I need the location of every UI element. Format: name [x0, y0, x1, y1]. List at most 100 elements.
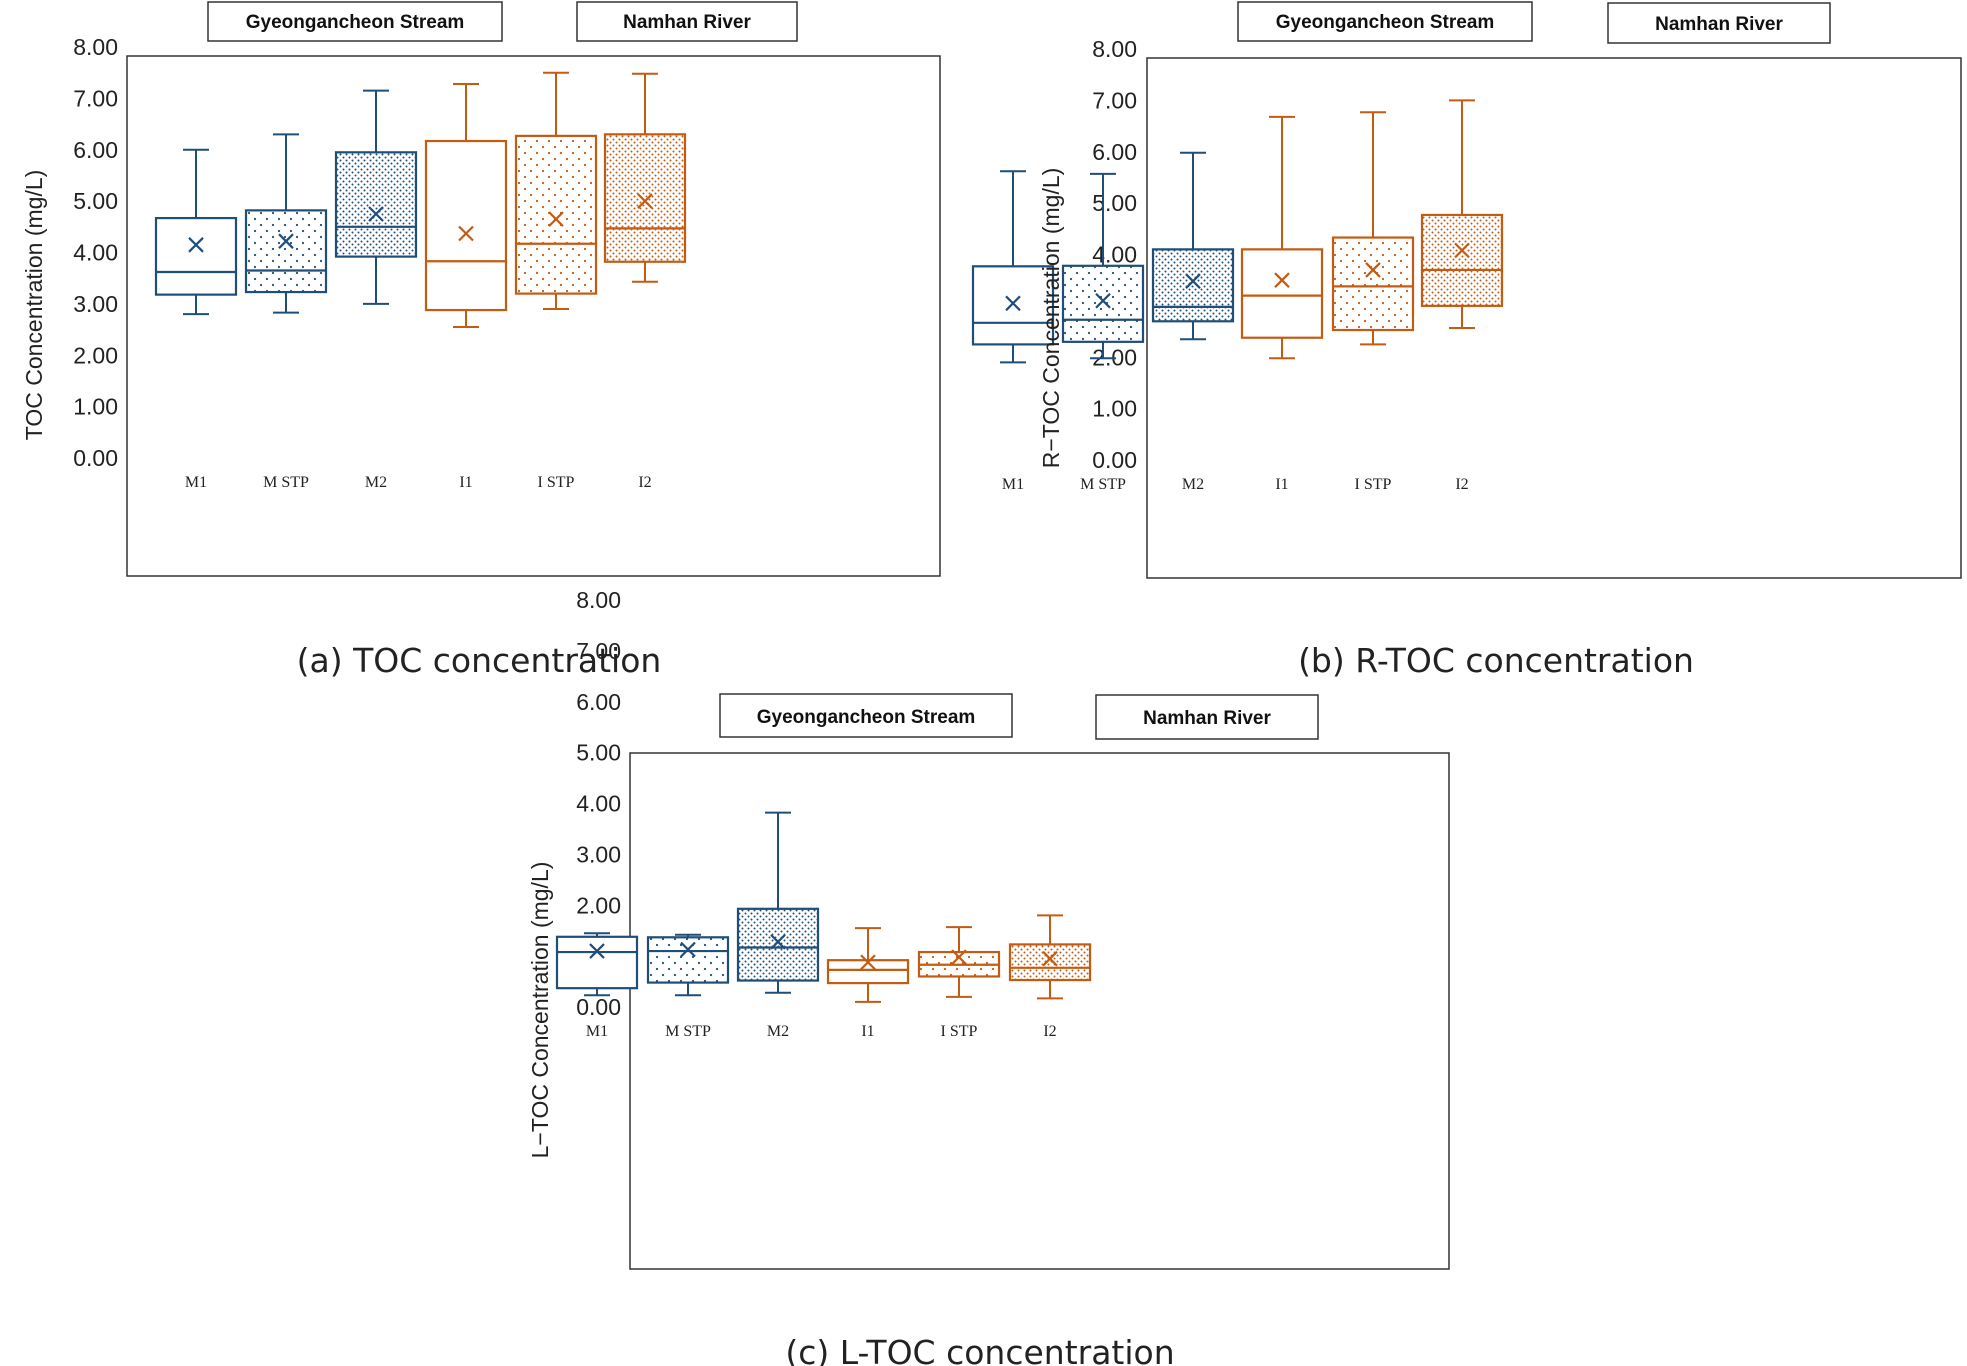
box-i1 [1240, 115, 1324, 360]
x-tick-label: M1 [1002, 476, 1024, 493]
box-iqr [334, 151, 418, 258]
box-iqr [1151, 248, 1235, 323]
y-tick-label: 5.00 [73, 188, 118, 214]
plot-frame [629, 752, 1450, 1270]
box-i2 [603, 72, 687, 283]
box-i2 [1008, 914, 1092, 1000]
category-labels: M1 M STP M2 I1 I STP I2 [185, 474, 652, 491]
y-tick-label: 6.00 [576, 689, 621, 715]
chart-caption: (b) R-TOC concentration [1298, 641, 1694, 680]
x-tick-label: I STP [538, 474, 575, 491]
x-tick-label: I2 [638, 474, 651, 491]
box-iqr [1331, 236, 1415, 332]
box-i-stp [917, 926, 1001, 998]
box-iqr [514, 134, 598, 295]
y-axis-title: TOC Concentration (mg/L) [21, 170, 47, 441]
group-label-right: Namhan River [1655, 14, 1783, 35]
y-tick-label: 3.00 [73, 291, 118, 317]
mean-marker [1042, 950, 1058, 967]
y-tick-label: 1.00 [73, 394, 118, 420]
x-tick-label: I STP [941, 1023, 978, 1040]
y-tick-label: 8.00 [73, 34, 118, 60]
y-ticks: 0.001.002.003.004.005.006.007.008.00 [576, 587, 621, 1020]
y-tick-label: 0.00 [1092, 447, 1137, 473]
mean-marker [188, 237, 204, 253]
boxes [971, 99, 1504, 364]
mean-marker [951, 949, 967, 965]
group-label-box-right [1607, 2, 1831, 44]
plot-frame [1146, 57, 1962, 579]
box-iqr [826, 959, 910, 985]
box-iqr [736, 907, 820, 982]
y-tick-label: 7.00 [73, 85, 118, 111]
y-tick-label: 4.00 [576, 791, 621, 817]
y-tick-label: 8.00 [576, 587, 621, 613]
box-i-stp [1331, 111, 1415, 346]
boxes [154, 71, 687, 328]
x-tick-label: M1 [185, 474, 207, 491]
y-tick-label: 4.00 [73, 240, 118, 266]
box-iqr [1008, 943, 1092, 982]
y-tick-label: 4.00 [1092, 242, 1137, 268]
box-iqr [244, 209, 328, 294]
group-label-right: Namhan River [623, 12, 751, 33]
box-iqr [646, 936, 730, 984]
mean-marker [589, 943, 605, 959]
y-tick-label: 0.00 [73, 445, 118, 471]
group-label-right: Namhan River [1143, 708, 1271, 729]
group-label-box-right [576, 1, 798, 42]
mean-marker [278, 233, 294, 249]
y-tick-label: 5.00 [576, 740, 621, 766]
x-tick-label: I STP [1355, 476, 1392, 493]
box-i1 [424, 82, 508, 328]
box-m1 [971, 170, 1055, 364]
y-ticks: 0.00 1.00 2.00 3.00 4.00 5.00 6.00 7.00 8.00 [73, 34, 118, 471]
group-label-box-left [719, 693, 1013, 738]
category-labels: M1 M STP M2 I1 I STP I2 [1002, 476, 1469, 493]
mean-marker [1454, 242, 1470, 259]
y-tick-label: 2.00 [73, 342, 118, 368]
y-axis-title: L−TOC Concentration (mg/L) [527, 862, 553, 1159]
box-m1 [555, 932, 639, 997]
mean-marker [680, 941, 696, 958]
x-tick-label: M STP [665, 1023, 711, 1040]
box-i2 [1420, 99, 1504, 329]
chart-caption: (a) TOC concentration [297, 641, 662, 680]
mean-marker [1365, 262, 1381, 278]
y-tick-label: 8.00 [1092, 36, 1137, 62]
x-tick-label: M STP [263, 474, 309, 491]
mean-marker [1274, 272, 1290, 288]
plot-frame [126, 55, 941, 577]
mean-marker [1095, 292, 1111, 309]
y-tick-label: 2.00 [576, 892, 621, 918]
panel-c: Gyeongancheon Stream Namhan River 0.001.… [527, 587, 1450, 1366]
y-axis-title: R−TOC Concentration (mg/L) [1038, 168, 1064, 469]
chart-caption: (c) L-TOC concentration [785, 1333, 1174, 1366]
x-tick-label: M2 [767, 1023, 789, 1040]
y-ticks: 0.001.002.003.004.005.006.007.008.00 [1092, 36, 1137, 473]
group-label-left: Gyeongancheon Stream [1276, 12, 1495, 33]
boxes [555, 811, 1092, 1003]
box-m2 [1151, 151, 1235, 341]
box-iqr [424, 139, 508, 312]
x-tick-label: I1 [861, 1023, 874, 1040]
mean-marker [548, 211, 564, 227]
box-iqr [603, 133, 687, 263]
mean-marker [860, 954, 876, 971]
x-tick-label: M STP [1080, 476, 1126, 493]
x-tick-label: I2 [1043, 1023, 1056, 1040]
box-m-stp [1061, 172, 1145, 360]
y-tick-label: 1.00 [1092, 396, 1137, 422]
mean-marker [770, 934, 786, 950]
panel-b: Gyeongancheon Stream Namhan River 0.00 1.… [971, 1, 1962, 680]
group-label-left: Gyeongancheon Stream [757, 707, 976, 728]
mean-marker [1005, 295, 1021, 312]
box-iqr [1061, 264, 1145, 343]
box-m2 [334, 89, 418, 305]
group-label-box-left [207, 1, 503, 42]
box-i1 [826, 927, 910, 1003]
y-tick-label: 6.00 [73, 137, 118, 163]
box-m1 [154, 148, 238, 316]
y-tick-label: 6.00 [1092, 139, 1137, 165]
